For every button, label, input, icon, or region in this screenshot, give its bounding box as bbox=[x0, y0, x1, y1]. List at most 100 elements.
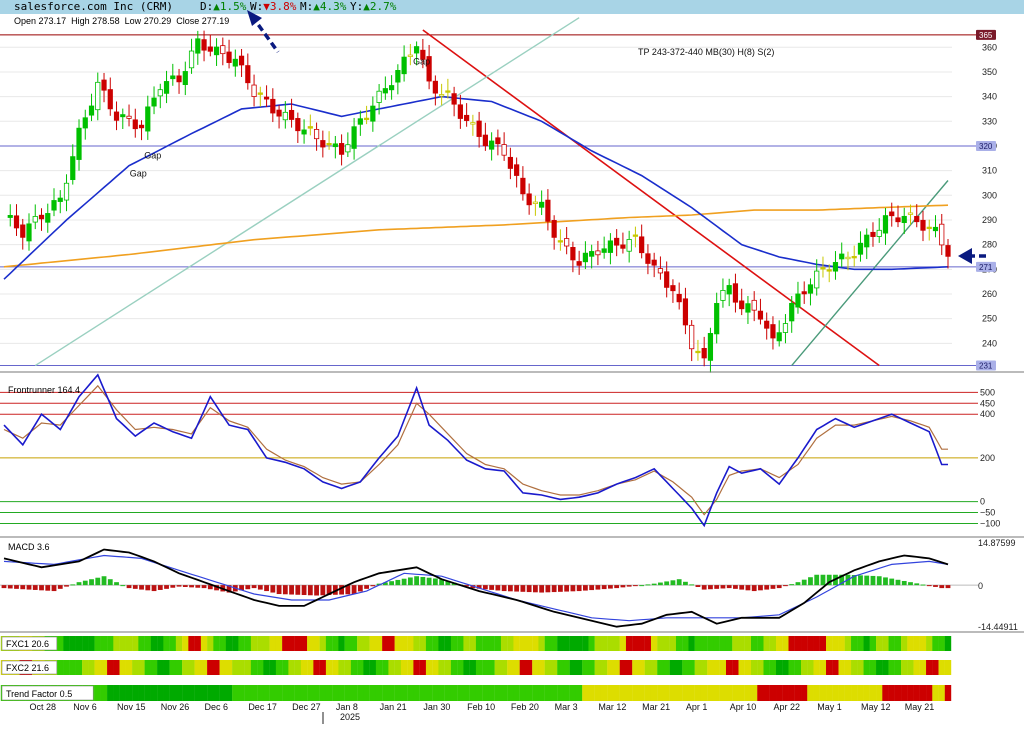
heat-cell bbox=[475, 660, 483, 675]
heat-cell bbox=[250, 660, 258, 675]
macd-histogram-bar bbox=[401, 578, 407, 586]
candle-body bbox=[476, 120, 482, 137]
heat-cell bbox=[700, 660, 708, 675]
frontrunner-slow-line bbox=[3, 384, 948, 516]
heat-cell bbox=[663, 660, 670, 675]
heat-cell bbox=[594, 660, 602, 675]
macd-histogram-bar bbox=[708, 585, 713, 590]
heat-cell bbox=[238, 636, 245, 651]
candle-body bbox=[601, 248, 607, 253]
open-label: Open bbox=[14, 16, 37, 26]
heat-cell bbox=[851, 636, 858, 651]
macd-histogram-bar bbox=[195, 585, 201, 588]
heat-cell bbox=[444, 660, 452, 675]
macd-histogram-bar bbox=[670, 580, 676, 586]
candle-body bbox=[626, 239, 632, 252]
macd-histogram-bar bbox=[633, 585, 638, 587]
heat-cell bbox=[525, 685, 533, 701]
heat-cell bbox=[332, 685, 339, 701]
candle-body bbox=[307, 126, 313, 129]
heat-cell bbox=[200, 685, 208, 701]
heat-cell bbox=[819, 636, 827, 651]
macd-histogram-bar bbox=[645, 584, 651, 586]
x-tick-label: Nov 26 bbox=[161, 702, 190, 712]
candle-body bbox=[914, 216, 920, 223]
candle-body bbox=[120, 114, 126, 118]
heat-cell bbox=[350, 660, 358, 675]
macd-histogram-bar bbox=[808, 577, 813, 586]
heat-cell bbox=[400, 685, 408, 701]
candle-body bbox=[45, 213, 51, 223]
macd-histogram-bar bbox=[683, 581, 688, 586]
macd-histogram-bar bbox=[432, 578, 438, 586]
macd-histogram-bar bbox=[32, 585, 38, 590]
heat-cell bbox=[500, 660, 508, 675]
heat-cell bbox=[782, 685, 789, 701]
macd-histogram-bar bbox=[758, 585, 763, 591]
macd-histogram-bar bbox=[520, 585, 526, 592]
macd-histogram-bar bbox=[576, 585, 582, 592]
candle-body bbox=[176, 75, 182, 83]
macd-histogram-bar bbox=[501, 585, 507, 592]
heat-cell bbox=[157, 660, 164, 675]
heat-cell bbox=[619, 685, 627, 701]
candle-body bbox=[263, 96, 270, 100]
heat-cell bbox=[550, 685, 558, 701]
heat-cell bbox=[363, 636, 370, 651]
heat-cell bbox=[94, 636, 101, 651]
heat-cell bbox=[294, 636, 302, 651]
heat-cell bbox=[844, 636, 852, 651]
macd-histogram-bar bbox=[514, 585, 520, 592]
heat-cell bbox=[682, 660, 689, 675]
heat-cell bbox=[88, 660, 95, 675]
candle-body bbox=[789, 302, 795, 322]
heat-cell bbox=[613, 660, 620, 675]
candle-body bbox=[939, 223, 945, 246]
level-tag: 320 bbox=[979, 142, 993, 151]
candle-body bbox=[414, 46, 420, 54]
dashed-arrow-top bbox=[250, 14, 280, 54]
arrow-head-right bbox=[958, 248, 972, 264]
change-y: Y:▲2.7% bbox=[350, 0, 397, 13]
heat-cell bbox=[838, 660, 845, 675]
heat-cell bbox=[588, 636, 595, 651]
heat-cell bbox=[757, 636, 764, 651]
candle-body bbox=[820, 267, 826, 270]
frontrunner-tick-label: 450 bbox=[980, 398, 995, 408]
heat-cell bbox=[438, 636, 445, 651]
heat-cell bbox=[826, 685, 833, 701]
heat-cell bbox=[232, 660, 239, 675]
candle-body bbox=[288, 109, 295, 120]
macd-histogram-bar bbox=[39, 585, 44, 591]
trendline-red bbox=[422, 29, 880, 367]
heat-cell bbox=[494, 660, 502, 675]
candle-body bbox=[557, 240, 563, 243]
heat-cell bbox=[113, 685, 120, 701]
heat-cell bbox=[832, 636, 839, 651]
candle-body bbox=[232, 58, 238, 67]
macd-histogram-bar bbox=[7, 585, 13, 589]
candle-body bbox=[132, 119, 138, 130]
heat-cell bbox=[763, 685, 770, 701]
macd-tick-label: -14.44911 bbox=[978, 622, 1018, 632]
heat-cell bbox=[926, 636, 933, 651]
heat-cell bbox=[600, 636, 608, 651]
heat-cell bbox=[888, 660, 895, 675]
macd-histogram-bar bbox=[89, 579, 94, 586]
macd-histogram-bar bbox=[851, 575, 857, 586]
candle-body bbox=[720, 290, 726, 301]
price-tick-label: 260 bbox=[982, 289, 997, 299]
heat-cell bbox=[813, 685, 820, 701]
candle-body bbox=[901, 215, 907, 224]
heat-cell bbox=[169, 660, 176, 675]
heat-cell bbox=[669, 636, 677, 651]
candle-body bbox=[26, 223, 32, 242]
heat-cell bbox=[607, 685, 614, 701]
heat-cell bbox=[69, 636, 76, 651]
heat-cell bbox=[244, 685, 252, 701]
heat-cell bbox=[725, 660, 733, 675]
heat-cell bbox=[544, 636, 552, 651]
heat-cell bbox=[488, 685, 495, 701]
heat-cell bbox=[82, 660, 89, 675]
macd-histogram-bar bbox=[282, 585, 288, 595]
